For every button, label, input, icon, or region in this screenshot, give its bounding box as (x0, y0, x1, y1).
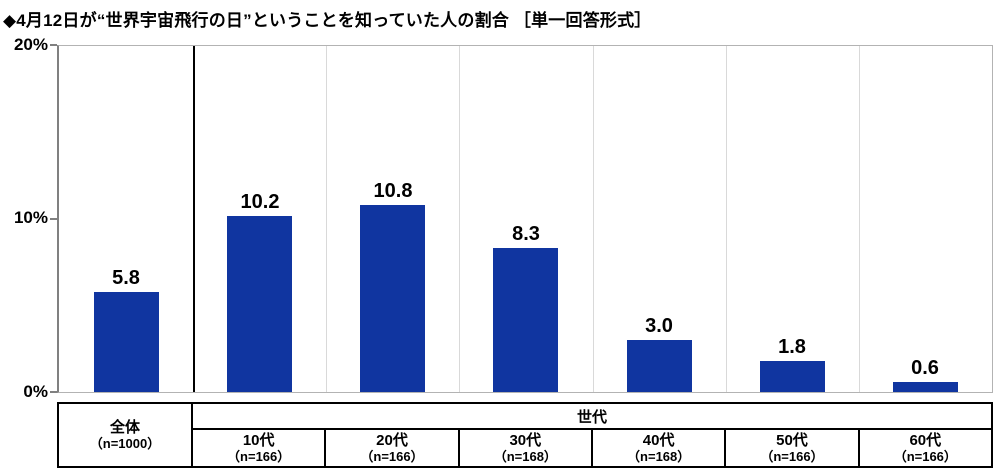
category-label: 50代 (776, 432, 808, 449)
table-cell-50s: 50代 （n=166） (726, 430, 860, 466)
sample-size-label: （n=1000） (89, 436, 161, 451)
y-axis-tick (50, 218, 57, 220)
sample-size-label: （n=168） (627, 449, 691, 464)
bar-value-label: 8.3 (512, 223, 540, 245)
table-cell-20s: 20代 （n=166） (326, 430, 460, 466)
y-axis-label-10: 10% (13, 208, 48, 227)
sample-size-label: （n=166） (360, 449, 424, 464)
bar-value-label: 10.8 (373, 180, 413, 202)
generation-header: 世代 (193, 404, 991, 430)
y-axis-label-0: 0% (23, 382, 48, 401)
bar-40代 (627, 340, 692, 392)
sample-size-label: （n=168） (493, 449, 557, 464)
y-axis-label-20: 20% (13, 35, 48, 54)
bar-50代 (760, 361, 825, 392)
category-label: 30代 (509, 432, 542, 449)
category-label: 60代 (909, 432, 942, 449)
sample-size-label: （n=166） (893, 449, 957, 464)
sample-size-label: （n=166） (760, 449, 824, 464)
chart-title: ◆4月12日が“世界宇宙飛行の日”ということを知っていた人の割合 ［単一回答形式… (3, 11, 652, 30)
table-cell-60s: 60代 （n=166） (860, 430, 991, 466)
table-cell-10s: 10代 （n=166） (193, 430, 327, 466)
y-axis-tick (50, 391, 57, 393)
bar-30代 (493, 248, 558, 392)
sample-size-label: （n=166） (227, 449, 291, 464)
category-label: 全体 (109, 419, 140, 436)
category-label: 20代 (376, 432, 408, 449)
bar-value-label: 10.2 (240, 191, 280, 213)
bar-10代 (227, 216, 292, 392)
bar-全体 (94, 292, 159, 392)
column-gridline (326, 46, 327, 392)
bar-60代 (893, 382, 958, 392)
bar-value-label: 0.6 (911, 357, 939, 379)
total-generation-separator (193, 46, 195, 392)
category-label: 40代 (642, 432, 675, 449)
column-gridline (859, 46, 860, 392)
table-cell-40s: 40代 （n=168） (593, 430, 727, 466)
column-gridline (459, 46, 460, 392)
category-table: 全体 （n=1000） 世代 10代 （n=166） 20代 （n=166） 3… (57, 402, 993, 468)
category-label: 10代 (242, 432, 275, 449)
bar-value-label: 1.8 (778, 336, 806, 358)
plot-area: 5.8 10.2 10.8 8.3 3.0 1.8 0.6 (57, 45, 993, 393)
generation-region: 世代 10代 （n=166） 20代 （n=166） 30代 （n=168） 4… (193, 404, 991, 466)
table-cell-total: 全体 （n=1000） (59, 404, 193, 466)
table-cell-30s: 30代 （n=168） (460, 430, 593, 466)
column-gridline (593, 46, 594, 392)
column-gridline (726, 46, 727, 392)
bar-20代 (360, 205, 425, 392)
generation-cells: 10代 （n=166） 20代 （n=166） 30代 （n=168） 40代 … (193, 430, 991, 466)
y-axis-tick (50, 44, 57, 46)
bar-value-label: 5.8 (112, 267, 140, 289)
bar-value-label: 3.0 (645, 315, 673, 337)
